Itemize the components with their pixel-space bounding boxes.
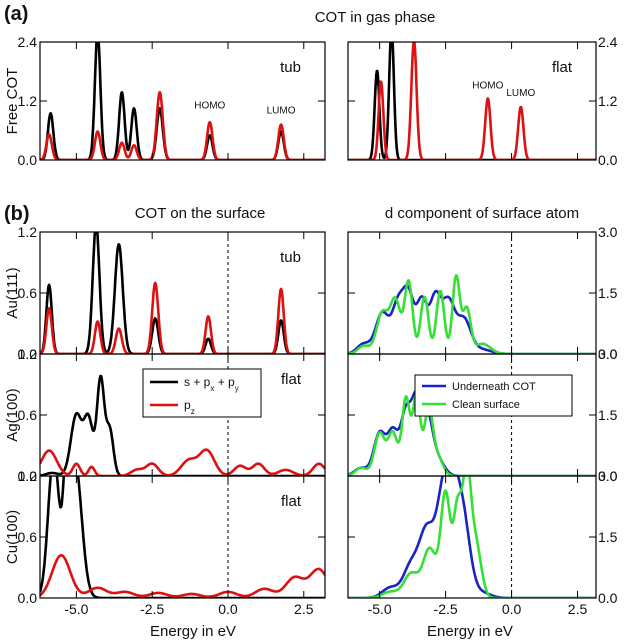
y-tick-label: 0.6 — [18, 407, 38, 423]
panel-a-label: (a) — [4, 3, 28, 25]
x-tick-label: -2.5 — [140, 601, 164, 617]
y-tick-label: 3.0 — [598, 468, 618, 484]
x-tick-label: 2.5 — [568, 601, 588, 617]
series-b-ag-right-0 — [348, 389, 596, 476]
y-tick-label: 0.0 — [18, 468, 38, 484]
x-tick-label: 2.5 — [294, 601, 314, 617]
panel-b-left-title: COT on the surface — [135, 205, 266, 222]
panel-text: flat — [552, 59, 573, 76]
x-tick-label: -5.0 — [368, 601, 392, 617]
panel-b-right-title: d component of surface atom — [385, 205, 579, 222]
y-axis-label: Cu(100) — [4, 510, 21, 564]
y-tick-label: 1.2 — [598, 93, 618, 109]
series-b-cu-left-0 — [40, 476, 325, 598]
series-b-cu-right-0 — [348, 476, 596, 598]
y-tick-label: 1.2 — [18, 468, 38, 484]
panel-b-cu-right: 0.0 1.5 3.0 -5.0 -2.5 0.0 2.5 — [347, 468, 618, 617]
panel-b-au-left: 0.0 0.6 1.2 Au(111) tub — [4, 224, 326, 362]
y-tick-label: 0.0 — [18, 590, 38, 606]
y-tick-label: 0.6 — [18, 529, 38, 545]
y-tick-label: 1.2 — [18, 346, 38, 362]
panel-a-title: COT in gas phase — [315, 9, 436, 26]
series-b-au-right-1 — [348, 274, 596, 354]
panel-b-au-right: 0.0 1.5 3.0 — [347, 224, 618, 362]
legend-label-clean: Clean surface — [452, 399, 520, 411]
y-tick-label: 0.0 — [598, 590, 618, 606]
series-a-right-0 — [348, 42, 596, 160]
y-tick-label: 0.0 — [598, 346, 618, 362]
y-tick-label: 1.5 — [598, 407, 618, 423]
y-axis-label: Ag(100) — [4, 388, 21, 441]
annotation-lumo: LUMO — [267, 105, 296, 116]
y-tick-label: 1.5 — [598, 529, 618, 545]
x-tick-label: -5.0 — [64, 601, 88, 617]
y-tick-label: 3.0 — [598, 346, 618, 362]
x-tick-label: -2.5 — [434, 601, 458, 617]
y-tick-label: 0.0 — [598, 152, 618, 168]
y-tick-label: 2.4 — [598, 34, 618, 50]
series-b-ag-left-0 — [40, 374, 325, 476]
series-b-ag-left-1 — [40, 448, 325, 476]
series-a-left-1 — [40, 90, 325, 160]
y-tick-label: 0.0 — [18, 152, 38, 168]
panel-text: tub — [280, 249, 301, 266]
y-tick-label: 0.0 — [598, 468, 618, 484]
series-b-au-right-0 — [348, 284, 596, 354]
series-b-cu-left-1 — [40, 553, 325, 598]
series-a-left-0 — [40, 42, 325, 160]
y-tick-label: 1.2 — [18, 224, 38, 240]
y-tick-label: 0.0 — [18, 346, 38, 362]
legend-label-pz: pz — [184, 398, 195, 416]
panel-b-label: (b) — [4, 203, 30, 225]
x-tick-label: 0.0 — [502, 601, 522, 617]
x-axis-label-left: Energy in eV — [150, 623, 236, 640]
annotation-lumo: LUMO — [506, 88, 535, 99]
legend-left: s + px + py pz — [142, 368, 262, 418]
y-axis-label: Free COT — [4, 68, 21, 135]
panel-text: flat — [281, 371, 302, 388]
y-tick-label: 1.2 — [18, 93, 38, 109]
panel-a-left: 0.0 1.2 2.4 Free COT tub HOMO LUMO — [4, 34, 326, 168]
y-tick-label: 2.4 — [18, 34, 38, 50]
y-axis-label: Au(111) — [4, 267, 21, 318]
y-tick-label: 1.5 — [598, 285, 618, 301]
series-b-ag-right-1 — [348, 391, 596, 476]
legend-label-spxpy: s + px + py — [184, 375, 239, 393]
legend-right: Underneath COT Clean surface — [414, 374, 573, 417]
legend-label-under: Underneath COT — [452, 381, 536, 393]
annotation-homo: HOMO — [472, 81, 503, 92]
x-tick-label: 0.0 — [218, 601, 238, 617]
panel-b-cu-left: 0.0 0.6 1.2 -5.0 -2.5 0.0 2.5 Cu(100) flat — [4, 468, 326, 617]
annotation-homo: HOMO — [194, 100, 225, 111]
panel-text: tub — [280, 59, 301, 76]
panel-b-ag-right: 0.0 1.5 3.0 — [347, 346, 618, 484]
y-tick-label: 3.0 — [598, 224, 618, 240]
x-axis-label-right: Energy in eV — [427, 623, 513, 640]
panel-text: flat — [281, 493, 302, 510]
series-b-cu-right-1 — [348, 476, 596, 598]
y-tick-label: 0.6 — [18, 285, 38, 301]
series-b-au-left-1 — [40, 281, 325, 354]
